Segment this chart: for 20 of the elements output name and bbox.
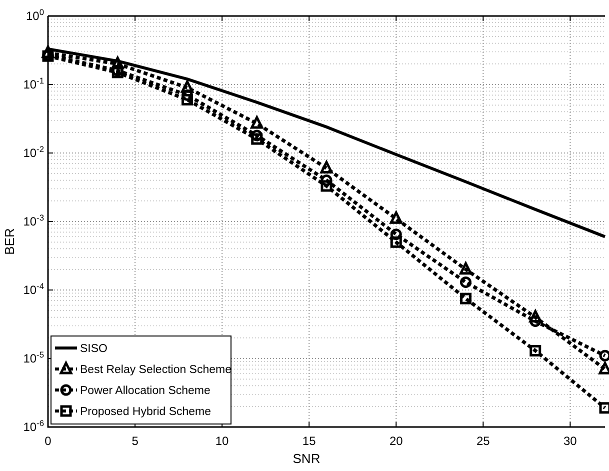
x-tick-label: 20 — [389, 434, 404, 448]
legend-label: Proposed Hybrid Scheme — [80, 406, 212, 418]
x-axis-title: SNR — [292, 451, 320, 466]
x-tick-label: 30 — [564, 434, 578, 448]
legend-label: SISO — [80, 343, 108, 355]
y-tick-label: 10$^{-4}$ — [23, 281, 44, 297]
y-tick-label: 10$^{-5}$ — [23, 350, 44, 366]
x-tick-label: 10 — [215, 434, 230, 448]
y-tick-label: 10$^{0}$ — [26, 7, 44, 23]
x-tick-label: 15 — [302, 434, 316, 448]
y-tick-label: 10$^{-3}$ — [23, 212, 44, 228]
legend-label: Best Relay Selection Scheme — [80, 364, 232, 376]
x-tick-label: 5 — [132, 434, 139, 448]
x-tick-label: 0 — [44, 434, 52, 448]
legend-label: Power Allocation Scheme — [80, 385, 210, 397]
x-tick-label: 25 — [476, 434, 490, 448]
y-tick-label: 10$^{-6}$ — [23, 418, 44, 434]
y-axis-title: BER — [2, 228, 17, 255]
y-tick-label: 10$^{-2}$ — [23, 144, 44, 160]
y-tick-label: 10$^{-1}$ — [23, 76, 44, 92]
